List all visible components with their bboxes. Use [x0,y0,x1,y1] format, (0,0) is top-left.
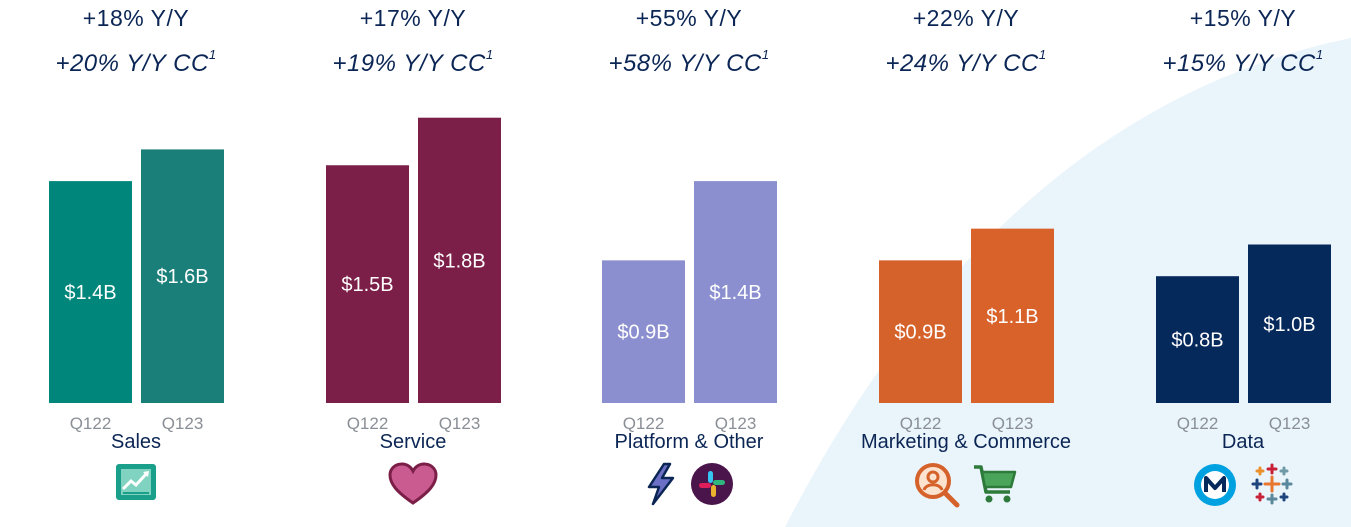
yoy-cc-text: +15% Y/Y CC [1162,50,1316,77]
bar-marketing-and-commerce-q123 [971,228,1054,403]
data-label: $1.5B [341,274,393,296]
yoy-cc-text: +58% Y/Y CC [608,50,762,77]
x-tick-label: Q123 [1269,414,1311,433]
bar-data-q122 [1156,276,1239,403]
footnote-marker: 1 [1315,47,1324,62]
icon-row [559,462,819,506]
bar-sales-q123 [141,149,224,403]
lightning-icon [647,462,675,506]
footnote-marker: 1 [1038,47,1047,62]
yoy-cc-growth: +58% Y/Y CC1 [559,47,819,78]
group-sales: +18% Y/Y +20% Y/Y CC1 Sales [6,0,266,527]
data-label: $0.8B [1171,330,1223,352]
x-tick-label: Q123 [992,414,1034,433]
sales-chart-icon [116,464,156,500]
yoy-growth: +17% Y/Y [359,5,467,31]
footnote-marker: 1 [761,47,770,62]
footnote-marker: 1 [208,47,217,62]
data-label: $0.9B [894,322,946,344]
data-label: $0.9B [617,322,669,344]
data-label: $1.1B [986,306,1038,328]
group-data: +15% Y/Y +15% Y/Y CC1 Data [1113,0,1351,527]
yoy-growth: +18% Y/Y [82,5,190,31]
yoy-growth: +15% Y/Y [1189,5,1297,31]
x-tick-label: Q122 [1177,414,1219,433]
x-tick-label: Q122 [900,414,942,433]
bar-data-q123 [1248,244,1331,403]
data-label: $1.8B [433,250,485,272]
x-tick-label: Q123 [439,414,481,433]
icon-row [6,462,266,506]
yoy-cc-text: +20% Y/Y CC [55,50,209,77]
icon-row [1113,462,1351,506]
data-label: $1.0B [1263,314,1315,336]
x-tick-label: Q123 [162,414,204,433]
bar-service-q123 [418,117,501,403]
yoy-cc-text: +24% Y/Y CC [885,50,1039,77]
icon-row [836,462,1096,508]
bar-marketing-and-commerce-q122 [879,260,962,403]
data-label: $1.4B [64,282,116,304]
shopping-cart-icon [974,465,1017,503]
x-tick-label: Q123 [715,414,757,433]
yoy-growth: +55% Y/Y [635,5,743,31]
x-tick-label: Q122 [623,414,665,433]
category-label: Marketing & Commerce [860,431,1072,453]
yoy-cc-growth: +24% Y/Y CC1 [836,47,1096,78]
bar-service-q122 [326,165,409,403]
bar-platform-and-other-q122 [602,260,685,403]
group-marketing-commerce: +22% Y/Y +24% Y/Y CC1 Marketing & Commer… [836,0,1096,527]
person-search-icon [915,463,960,508]
footnote-marker: 1 [485,47,494,62]
category-label: Service [379,431,447,453]
category-label: Platform & Other [614,431,764,453]
data-label: $1.4B [709,282,761,304]
slack-icon [691,463,733,505]
data-label: $1.6B [156,266,208,288]
icon-row [283,462,543,506]
tableau-icon [1251,463,1293,505]
yoy-cc-growth: +15% Y/Y CC1 [1113,47,1351,78]
group-service: +17% Y/Y +19% Y/Y CC1 Service [283,0,543,527]
mulesoft-icon [1194,464,1236,506]
yoy-cc-growth: +19% Y/Y CC1 [283,47,543,78]
yoy-cc-text: +19% Y/Y CC [332,50,486,77]
category-label: Sales [110,431,162,453]
heart-icon [388,462,438,505]
x-tick-label: Q122 [347,414,389,433]
group-platform: +55% Y/Y +58% Y/Y CC1 Platform & Other [559,0,819,527]
bar-platform-and-other-q123 [694,181,777,403]
x-tick-label: Q122 [70,414,112,433]
category-label: Data [1221,431,1265,453]
bar-sales-q122 [49,181,132,403]
yoy-growth: +22% Y/Y [912,5,1020,31]
yoy-cc-growth: +20% Y/Y CC1 [6,47,266,78]
